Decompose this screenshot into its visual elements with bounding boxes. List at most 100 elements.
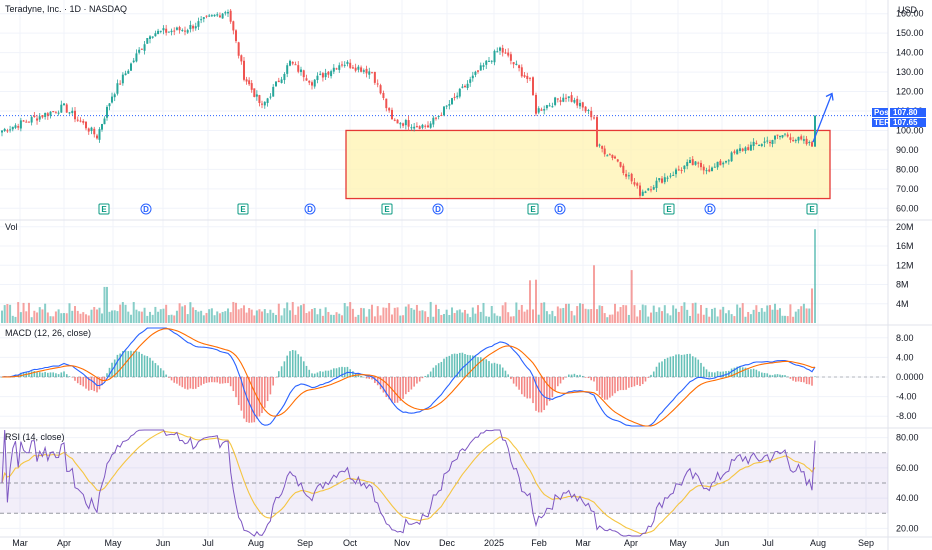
- candle: [27, 121, 30, 123]
- candle-body: [464, 85, 466, 88]
- candle: [324, 68, 327, 80]
- candle-body: [520, 67, 523, 77]
- macd-histogram-bar: [781, 375, 784, 377]
- candle-body: [165, 28, 168, 33]
- candle-body: [321, 73, 324, 78]
- macd-histogram-bar: [20, 372, 22, 377]
- candle: [797, 136, 800, 144]
- candle: [321, 71, 324, 82]
- volume-bar: [65, 313, 68, 323]
- candle-body: [46, 113, 49, 116]
- candle-body: [60, 104, 63, 113]
- macd-histogram-bar: [700, 362, 702, 377]
- candle-body: [711, 167, 713, 172]
- dividend-marker-circle: [140, 203, 152, 215]
- macd-histogram-bar: [512, 377, 515, 384]
- earnings-marker: E: [381, 203, 393, 215]
- candle-body: [255, 94, 258, 97]
- volume-bar: [708, 316, 711, 323]
- macd-histogram-bar: [130, 350, 132, 377]
- macd-histogram-bar: [427, 374, 429, 377]
- candle-body: [25, 121, 28, 123]
- volume-bar: [551, 310, 554, 323]
- volume-bar: [700, 305, 702, 323]
- candle-body: [189, 24, 192, 30]
- macd-histogram-bar: [694, 357, 697, 377]
- macd-histogram-bar: [245, 377, 248, 423]
- macd-histogram-bar: [248, 377, 250, 423]
- candle-body: [135, 53, 138, 62]
- macd-histogram-bar: [365, 377, 368, 379]
- macd-histogram-bar: [181, 377, 184, 388]
- volume-bar: [376, 306, 379, 323]
- volume-bar: [523, 311, 526, 323]
- candle-body: [1, 130, 3, 133]
- macd-histogram-bar: [106, 373, 108, 377]
- candle-body: [341, 64, 343, 66]
- volume-bar: [402, 315, 405, 323]
- candle: [14, 123, 17, 130]
- macd-histogram-bar: [543, 377, 545, 411]
- macd-pane: [1, 327, 816, 427]
- candle-body: [3, 128, 6, 131]
- macd-histogram-bar: [776, 374, 779, 377]
- volume-bar: [774, 303, 776, 323]
- volume-bar: [76, 310, 79, 323]
- candle-body: [224, 12, 227, 14]
- candle-body: [376, 83, 379, 85]
- macd-histogram-bar: [507, 374, 509, 377]
- macd-histogram-bar: [146, 356, 149, 377]
- macd-histogram-bar: [74, 377, 76, 381]
- volume-bar: [477, 305, 479, 323]
- candle: [297, 61, 300, 74]
- macd-histogram-bar: [722, 371, 724, 377]
- post-label-bg: [872, 108, 888, 117]
- earnings-marker: E: [237, 203, 249, 215]
- candle: [205, 15, 208, 19]
- candle: [52, 111, 55, 113]
- macd-histogram-bar: [197, 377, 200, 387]
- candle: [771, 139, 774, 148]
- candle: [802, 135, 805, 144]
- candle: [108, 103, 111, 111]
- candle: [286, 63, 289, 78]
- macd-histogram-bar: [305, 365, 308, 377]
- candle-body: [581, 102, 584, 108]
- candle-body: [713, 166, 716, 168]
- macd-histogram-bar: [691, 356, 694, 377]
- candle: [415, 122, 418, 128]
- volume-bar: [103, 286, 106, 323]
- candle: [744, 146, 747, 154]
- candle-body: [694, 161, 697, 165]
- volume-title: Vol: [5, 222, 18, 232]
- candle: [630, 172, 633, 185]
- volume-bar: [716, 316, 719, 323]
- candle: [38, 113, 41, 122]
- candle: [393, 118, 396, 122]
- macd-histogram-bar: [435, 365, 437, 377]
- earnings-marker-label: E: [666, 205, 672, 214]
- volume-bar: [725, 313, 727, 323]
- volume-bar: [658, 307, 661, 323]
- candle-body: [639, 185, 641, 196]
- macd-histogram-bar: [221, 377, 224, 384]
- volume-bar: [622, 305, 625, 323]
- macd-histogram-bar: [488, 361, 490, 377]
- candle-body: [213, 14, 216, 17]
- candle: [82, 119, 85, 125]
- candle-body: [184, 30, 186, 32]
- macd-histogram-bar: [138, 351, 140, 377]
- candle: [250, 80, 253, 93]
- post-label: Post: [874, 108, 892, 117]
- candle-body: [647, 188, 650, 191]
- volume-bar: [781, 315, 784, 323]
- candle: [313, 78, 316, 89]
- volume-bar: [208, 309, 211, 323]
- macd-histogram-bar: [319, 371, 321, 377]
- volume-bar: [811, 288, 813, 323]
- dividend-marker-circle: [432, 203, 444, 215]
- currency-label: USD: [898, 5, 918, 15]
- macd-tick-label: 4.00: [896, 352, 914, 362]
- candle-body: [36, 118, 39, 121]
